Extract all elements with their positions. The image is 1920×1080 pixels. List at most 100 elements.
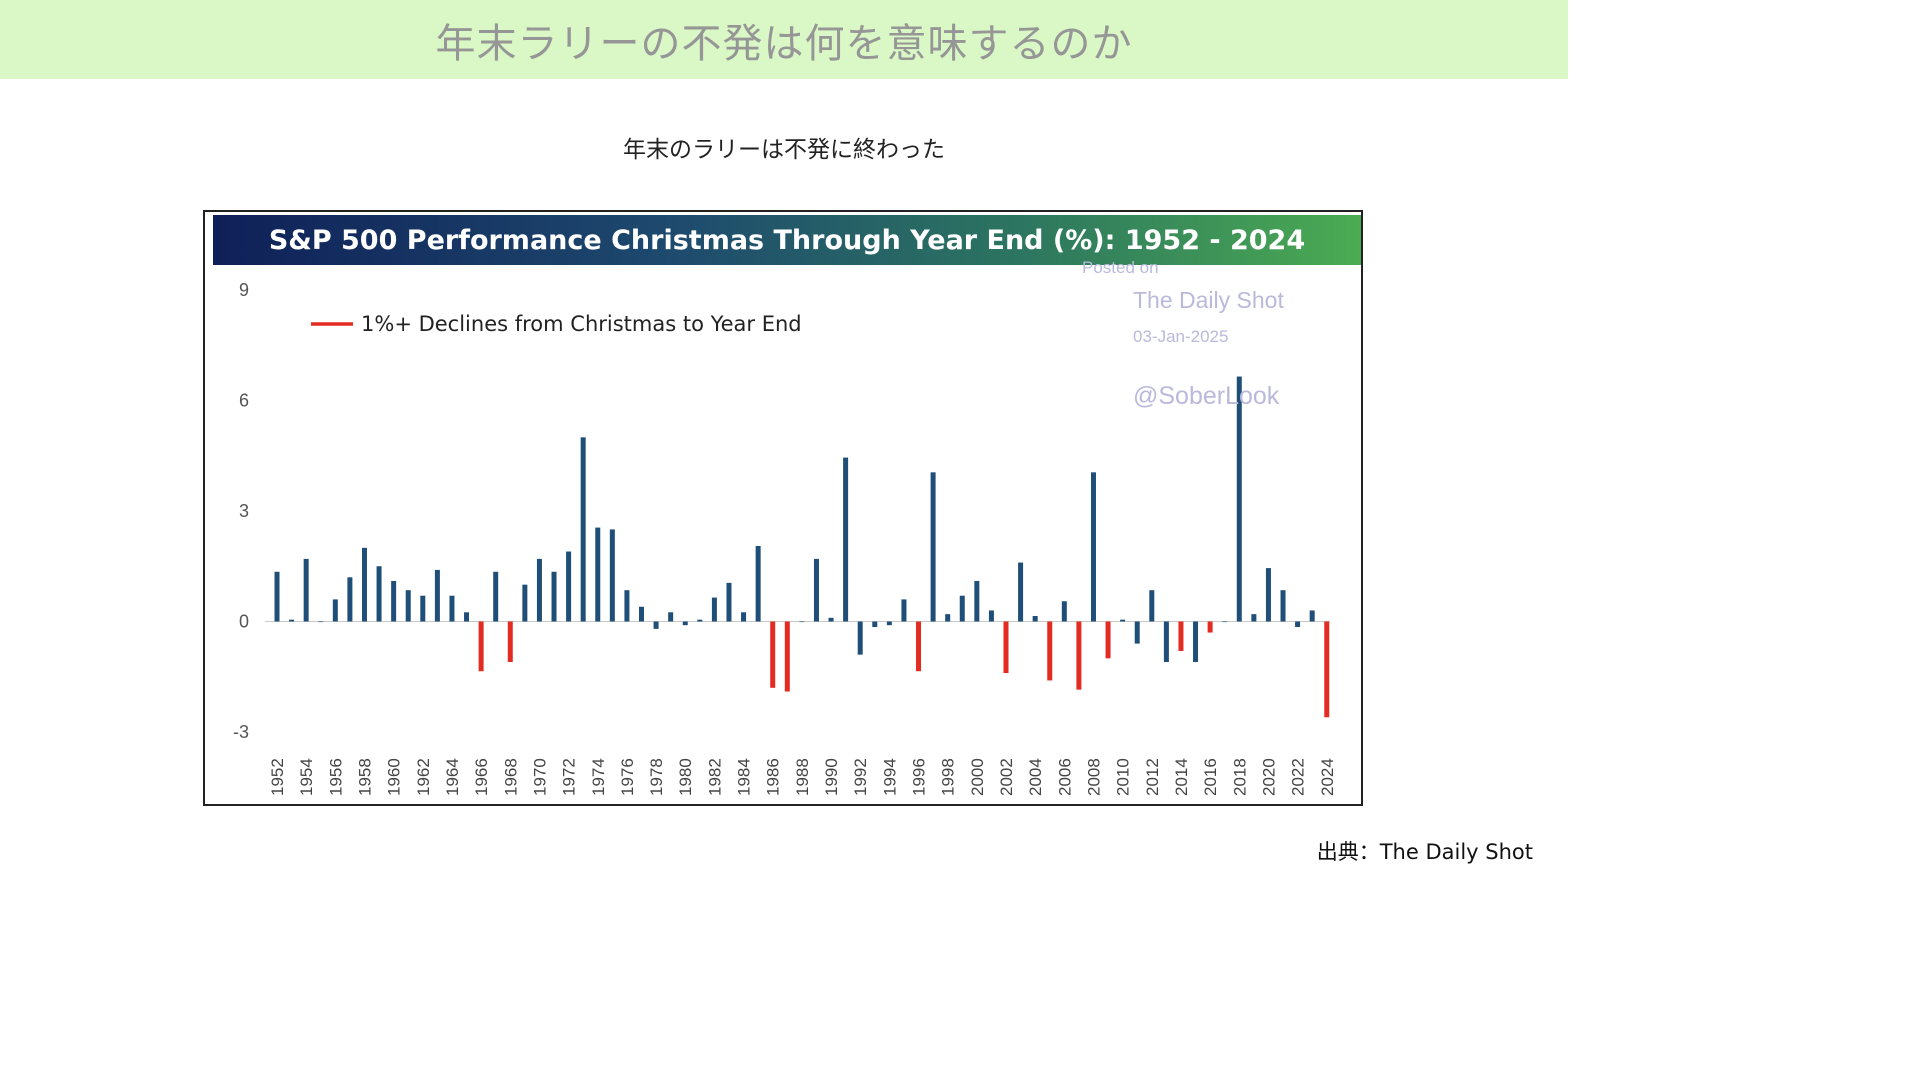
bar-1974 bbox=[595, 527, 601, 622]
x-tick-label: 1998 bbox=[939, 758, 958, 796]
x-tick-label: 2024 bbox=[1318, 758, 1337, 796]
watermark-site: The Daily Shot bbox=[1133, 287, 1284, 313]
bar-1992 bbox=[857, 621, 863, 655]
bar-1995 bbox=[901, 599, 907, 622]
bar-1991 bbox=[843, 457, 849, 622]
bar-2023 bbox=[1309, 610, 1315, 622]
bar-2011 bbox=[1134, 621, 1140, 644]
watermark-posted: Posted on bbox=[1082, 258, 1159, 277]
bar-1960 bbox=[391, 580, 397, 622]
bar-2007 bbox=[1076, 621, 1082, 690]
bar-1988 bbox=[799, 621, 805, 623]
x-tick-label: 2016 bbox=[1201, 758, 1220, 796]
bar-1958 bbox=[361, 547, 367, 622]
bar-2004 bbox=[1032, 615, 1038, 622]
x-tick-label: 1952 bbox=[268, 758, 287, 796]
bar-1961 bbox=[405, 590, 411, 622]
x-tick-label: 2004 bbox=[1026, 758, 1045, 796]
bar-1999 bbox=[959, 595, 965, 622]
bar-1973 bbox=[580, 437, 586, 622]
bar-2019 bbox=[1251, 614, 1257, 622]
x-tick-label: 1964 bbox=[443, 758, 462, 796]
x-axis-ticks: 1952 1954 1956 1958 1960 1962 1964 1966 1968 1970… bbox=[268, 758, 1337, 796]
x-tick-label: 1976 bbox=[618, 758, 637, 796]
x-tick-label: 2006 bbox=[1055, 758, 1074, 796]
source-credit: 出典：The Daily Shot bbox=[1316, 840, 1533, 864]
x-tick-label: 2002 bbox=[997, 758, 1016, 796]
bar-2016 bbox=[1207, 621, 1213, 633]
y-tick-label: -3 bbox=[233, 722, 249, 742]
bar-2000 bbox=[974, 580, 980, 622]
bar-1985 bbox=[755, 545, 761, 622]
bar-1986 bbox=[770, 621, 776, 688]
bar-1965 bbox=[464, 612, 470, 622]
watermark-handle: @SoberLook bbox=[1133, 382, 1280, 410]
bar-1980 bbox=[682, 621, 688, 626]
x-tick-label: 1956 bbox=[326, 758, 345, 796]
x-tick-label: 1996 bbox=[910, 758, 929, 796]
y-tick-label: 9 bbox=[239, 280, 249, 300]
x-tick-label: 2020 bbox=[1259, 758, 1278, 796]
x-tick-label: 2000 bbox=[968, 758, 987, 796]
y-tick-label: 6 bbox=[239, 391, 249, 411]
bar-1982 bbox=[711, 597, 717, 622]
bar-1979 bbox=[668, 612, 674, 622]
x-tick-label: 1988 bbox=[793, 758, 812, 796]
bar-1969 bbox=[522, 584, 528, 622]
bar-1981 bbox=[697, 619, 703, 622]
bar-2015 bbox=[1193, 621, 1199, 663]
x-tick-label: 2022 bbox=[1289, 758, 1308, 796]
bar-2012 bbox=[1149, 590, 1155, 622]
banner-title: 年末ラリーの不発は何を意味するのか bbox=[435, 20, 1133, 67]
bar-1954 bbox=[303, 558, 309, 622]
watermark-date: 03-Jan-2025 bbox=[1133, 327, 1229, 346]
bar-1987 bbox=[784, 621, 790, 692]
bars bbox=[274, 376, 1330, 718]
bar-1997 bbox=[930, 472, 936, 622]
bar-2009 bbox=[1105, 621, 1111, 659]
bar-1972 bbox=[566, 551, 572, 622]
bar-1975 bbox=[609, 529, 615, 622]
bar-1978 bbox=[653, 621, 659, 629]
x-tick-label: 2018 bbox=[1230, 758, 1249, 796]
bar-1984 bbox=[741, 612, 747, 622]
x-tick-label: 1982 bbox=[705, 758, 724, 796]
bar-1994 bbox=[886, 621, 892, 626]
bar-1955 bbox=[318, 621, 324, 623]
x-tick-label: 1980 bbox=[676, 758, 695, 796]
legend-label: 1%+ Declines from Christmas to Year End bbox=[361, 312, 802, 336]
bar-2024 bbox=[1324, 621, 1330, 718]
bar-1998 bbox=[945, 614, 951, 622]
bar-2021 bbox=[1280, 590, 1286, 622]
bar-1956 bbox=[332, 599, 338, 622]
x-tick-label: 1974 bbox=[589, 758, 608, 796]
x-tick-label: 2010 bbox=[1114, 758, 1133, 796]
chart-title: S&P 500 Performance Christmas Through Ye… bbox=[268, 224, 1306, 256]
x-tick-label: 1984 bbox=[735, 758, 754, 796]
y-tick-label: 0 bbox=[239, 612, 249, 632]
bar-1962 bbox=[420, 595, 426, 622]
x-tick-label: 1970 bbox=[530, 758, 549, 796]
bar-1953 bbox=[289, 619, 295, 622]
bar-2008 bbox=[1090, 472, 1096, 622]
y-axis-ticks: 9 6 3 0 -3 bbox=[233, 280, 249, 742]
top-banner: 年末ラリーの不発は何を意味するのか bbox=[0, 0, 1568, 79]
x-tick-label: 2014 bbox=[1172, 758, 1191, 796]
bar-1964 bbox=[449, 595, 455, 622]
chart-frame: S&P 500 Performance Christmas Through Ye… bbox=[203, 210, 1363, 806]
x-tick-label: 1994 bbox=[880, 758, 899, 796]
bar-2022 bbox=[1295, 621, 1301, 628]
bar-2020 bbox=[1265, 568, 1271, 622]
bar-2006 bbox=[1061, 601, 1067, 622]
bar-1963 bbox=[434, 569, 440, 622]
x-tick-label: 1958 bbox=[355, 758, 374, 796]
x-tick-label: 1990 bbox=[822, 758, 841, 796]
chart-header: S&P 500 Performance Christmas Through Ye… bbox=[213, 215, 1361, 265]
x-tick-label: 2012 bbox=[1143, 758, 1162, 796]
bar-1990 bbox=[828, 617, 834, 622]
x-tick-label: 1986 bbox=[764, 758, 783, 796]
slide-subtitle: 年末のラリーは不発に終わった bbox=[623, 137, 945, 163]
bar-2003 bbox=[1018, 562, 1024, 622]
bar-1996 bbox=[916, 621, 922, 672]
bar-1976 bbox=[624, 590, 630, 622]
